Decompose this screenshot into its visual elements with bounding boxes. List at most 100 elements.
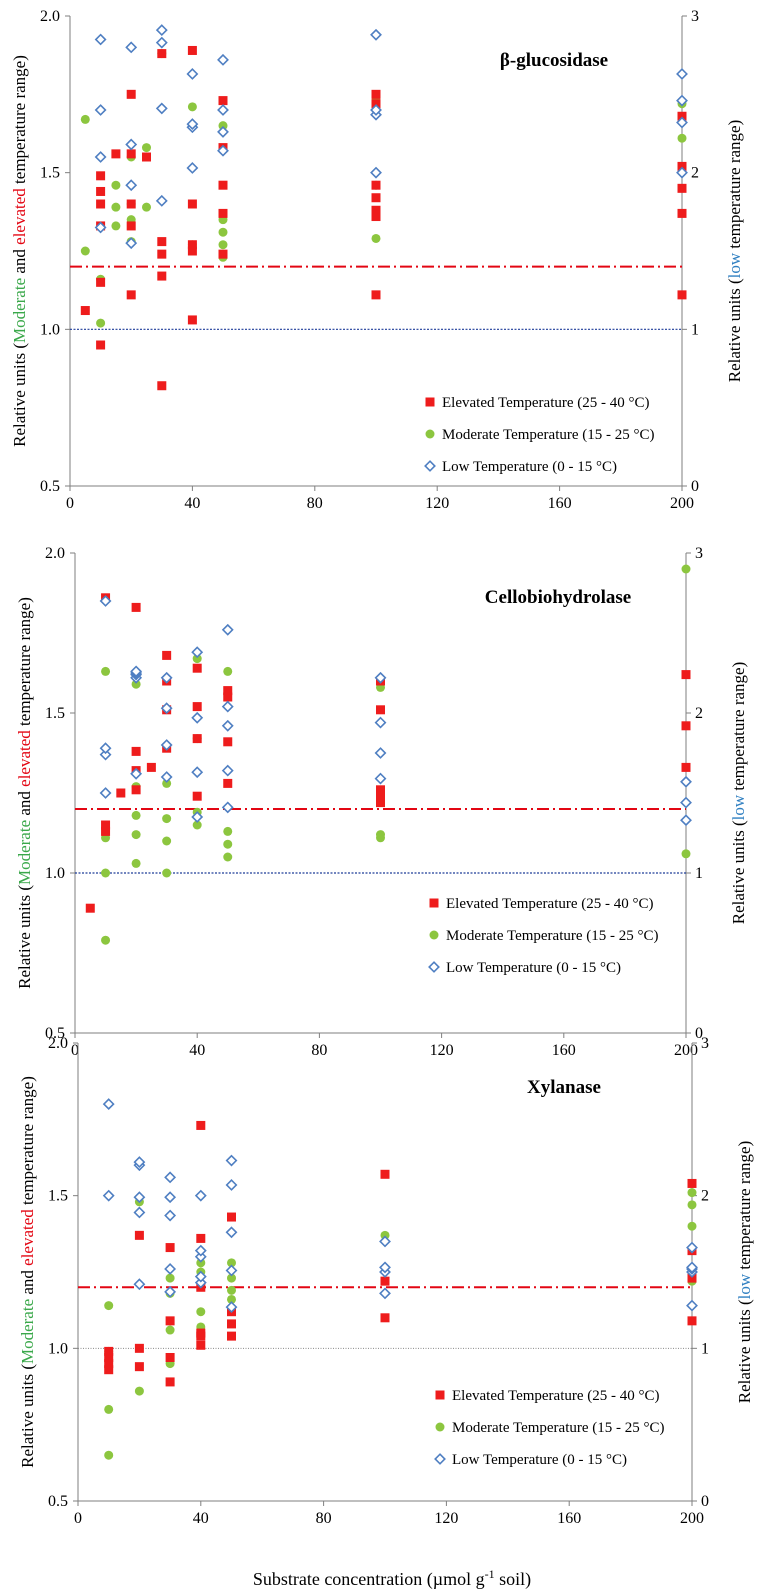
y-axis-label-left-part: Moderate <box>15 820 34 885</box>
point-elevated <box>157 237 167 247</box>
point-moderate <box>687 1200 697 1210</box>
right-tick-label: 1 <box>695 865 703 882</box>
point-low <box>133 1278 146 1291</box>
right-tick-label: 0 <box>691 478 699 495</box>
point-low <box>686 1241 698 1254</box>
point-moderate <box>162 778 172 788</box>
point-low <box>221 764 234 777</box>
point-elevated <box>104 1346 114 1356</box>
point-elevated <box>196 1340 206 1350</box>
point-moderate <box>101 868 111 878</box>
point-low <box>370 28 382 41</box>
point-elevated <box>677 111 687 121</box>
point-low <box>102 1189 115 1202</box>
point-elevated <box>104 1365 114 1375</box>
point-elevated <box>96 171 106 181</box>
point-elevated <box>371 212 381 222</box>
point-elevated <box>371 180 381 190</box>
point-elevated <box>681 721 691 731</box>
point-low <box>221 801 234 814</box>
right-tick-label: 1 <box>701 1340 709 1357</box>
point-moderate <box>227 1294 236 1304</box>
point-elevated <box>218 96 228 106</box>
point-low <box>379 1235 391 1248</box>
point-low <box>676 68 688 80</box>
point-moderate <box>223 839 233 849</box>
point-moderate <box>376 830 385 840</box>
point-elevated <box>96 199 106 209</box>
x-tick-label: 80 <box>316 1510 332 1527</box>
point-elevated <box>165 1316 175 1326</box>
x-axis-label-main: Substrate concentration (µmol g <box>253 1569 485 1590</box>
y-axis-label-left-part: temperature range) <box>18 1076 37 1209</box>
point-elevated <box>165 1377 175 1387</box>
left-tick-label: 2.0 <box>45 545 65 562</box>
point-moderate <box>162 868 172 878</box>
point-moderate <box>104 1450 114 1460</box>
point-moderate <box>96 318 106 328</box>
point-elevated <box>131 746 141 756</box>
point-moderate <box>80 114 90 124</box>
point-elevated <box>677 290 687 300</box>
point-low <box>125 237 138 250</box>
x-tick-label: 120 <box>425 495 449 512</box>
point-low <box>191 711 204 724</box>
y-axis-label-right-part: temperature range) <box>735 1141 754 1274</box>
point-low <box>379 1261 391 1274</box>
point-low <box>130 665 143 678</box>
point-moderate <box>192 820 202 830</box>
y-axis-label-right-part: Relative units ( <box>729 820 748 924</box>
point-low <box>125 41 138 54</box>
point-low <box>225 1226 238 1239</box>
point-moderate <box>227 1273 236 1283</box>
point-moderate <box>131 830 141 840</box>
point-elevated <box>376 705 385 715</box>
point-elevated <box>134 1343 144 1353</box>
point-elevated <box>134 1362 144 1372</box>
point-low <box>225 1179 238 1191</box>
point-low <box>676 166 688 179</box>
point-elevated <box>157 271 167 281</box>
point-low <box>99 787 112 799</box>
y-axis-label-right-part: Relative units ( <box>725 278 744 382</box>
legend-label-low: Low Temperature (0 - 15 °C) <box>442 459 617 475</box>
point-elevated <box>126 221 136 231</box>
legend: Elevated Temperature (25 - 40 °C) Moderat… <box>428 896 659 976</box>
point-low <box>133 1191 146 1204</box>
y-axis-label-right-part: temperature range) <box>729 662 748 795</box>
point-elevated <box>146 762 156 772</box>
point-moderate <box>223 852 233 862</box>
y-axis-label-left-part: elevated <box>18 1209 37 1266</box>
point-moderate <box>165 1273 175 1283</box>
point-moderate <box>218 121 228 131</box>
legend-marker-low <box>428 961 440 973</box>
left-tick-label: 1.0 <box>48 1340 68 1357</box>
point-elevated <box>196 1233 206 1243</box>
point-elevated <box>192 791 202 801</box>
left-tick-label: 2.0 <box>48 1035 68 1052</box>
point-low <box>186 68 199 80</box>
point-moderate <box>196 1307 206 1317</box>
point-elevated <box>380 1169 390 1179</box>
legend-label-low: Low Temperature (0 - 15 °C) <box>452 1452 627 1468</box>
point-elevated <box>687 1273 697 1283</box>
point-moderate <box>681 564 691 574</box>
left-tick-label: 2.0 <box>40 8 60 25</box>
right-tick-label: 1 <box>691 321 699 338</box>
left-tick-label: 1.5 <box>40 165 60 182</box>
x-tick-label: 160 <box>552 1042 576 1059</box>
point-elevated <box>162 650 172 660</box>
x-axis-label: Substrate concentration (µmol g-1 soil) <box>253 1567 531 1590</box>
x-tick-label: 120 <box>430 1042 454 1059</box>
y-axis-label-left-part: temperature range) <box>10 55 29 188</box>
left-tick-label: 1.5 <box>48 1188 68 1205</box>
point-low <box>374 671 387 684</box>
point-elevated <box>380 1276 390 1286</box>
left-tick-label: 1.0 <box>45 865 65 882</box>
point-moderate <box>165 1325 175 1335</box>
y-axis-label-left: Relative units (Moderate and elevated te… <box>10 55 29 447</box>
point-low <box>225 1301 238 1314</box>
point-elevated <box>134 1230 144 1240</box>
point-low <box>221 700 234 713</box>
